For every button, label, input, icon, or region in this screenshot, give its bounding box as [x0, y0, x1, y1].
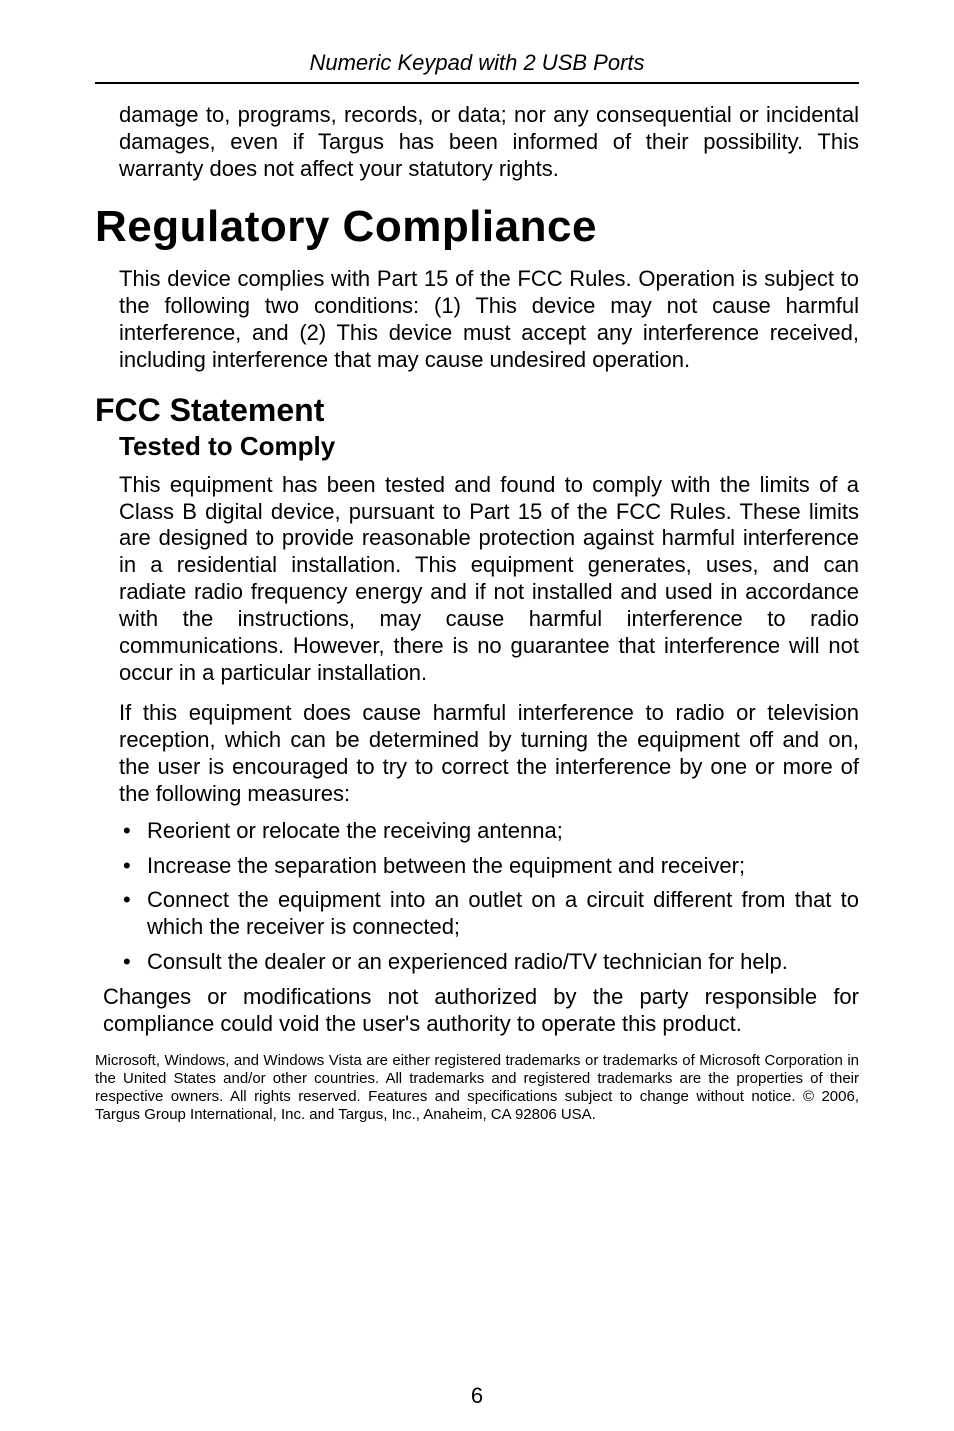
list-item: Increase the separation between the equi… [119, 853, 859, 880]
list-item: Connect the equipment into an outlet on … [119, 887, 859, 941]
main-title: Regulatory Compliance [95, 202, 859, 252]
fineprint-paragraph: Microsoft, Windows, and Windows Vista ar… [95, 1052, 859, 1124]
tested-heading: Tested to Comply [95, 431, 859, 462]
bullet-list: Reorient or relocate the receiving anten… [95, 818, 859, 976]
page-number: 6 [0, 1383, 954, 1409]
compliance-paragraph: This device complies with Part 15 of the… [95, 266, 859, 373]
closing-paragraph: Changes or modifications not authorized … [95, 984, 859, 1038]
tested-paragraph-2: If this equipment does cause harmful int… [95, 700, 859, 807]
tested-paragraph-1: This equipment has been tested and found… [95, 472, 859, 687]
intro-paragraph: damage to, programs, records, or data; n… [95, 102, 859, 182]
list-item: Consult the dealer or an experienced rad… [119, 949, 859, 976]
page-header: Numeric Keypad with 2 USB Ports [95, 50, 859, 84]
fcc-heading: FCC Statement [95, 392, 859, 429]
list-item: Reorient or relocate the receiving anten… [119, 818, 859, 845]
